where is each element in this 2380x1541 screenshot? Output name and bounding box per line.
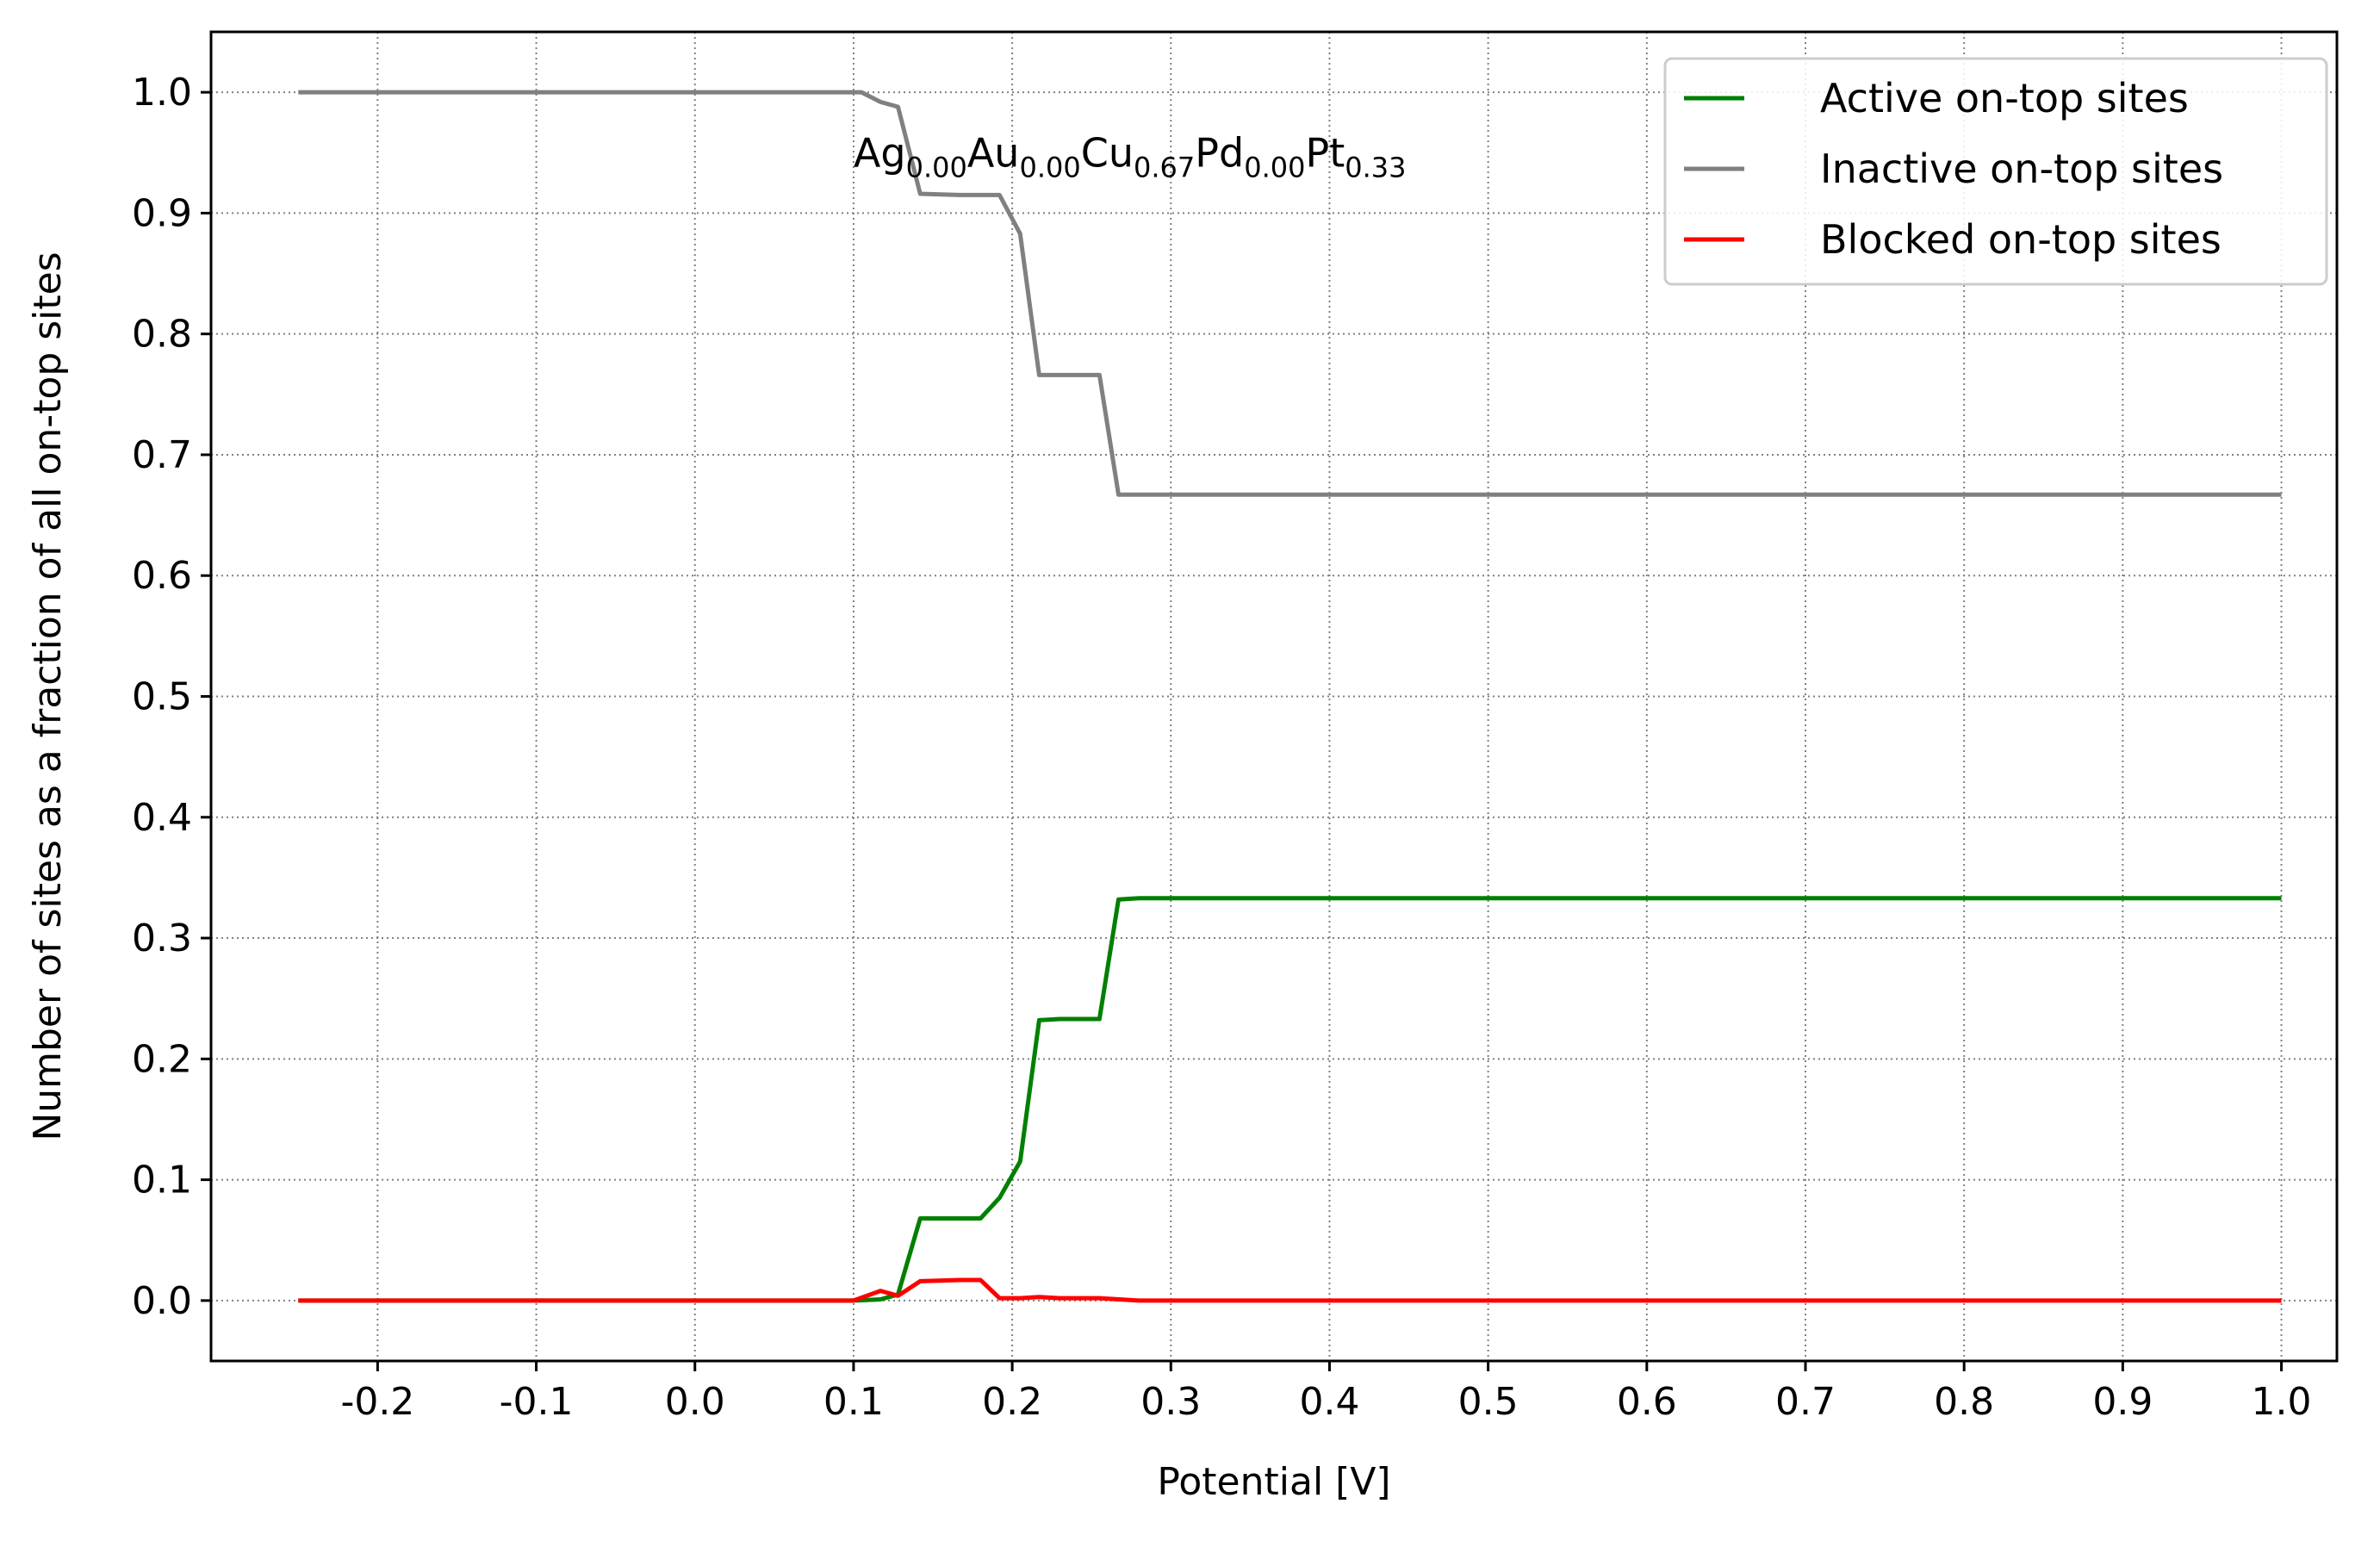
axis-ticks: -0.2 -0.1 0.0 0.1 0.2 0.3 0.4 0.5 0.6 0.7 0.8 0.9 1.…: [132, 71, 2312, 1424]
x-axis-label: Potential [V]: [1157, 1460, 1390, 1504]
x-tick-label: 0.6: [1617, 1380, 1677, 1424]
y-tick-label: 0.6: [132, 554, 192, 598]
annotation-subscript: 0.00: [906, 151, 967, 183]
y-tick-label: 0.8: [132, 313, 192, 357]
series-line-blocked-on-top-sites: [298, 1277, 2282, 1303]
x-tick-label: 0.9: [2092, 1380, 2153, 1424]
legend-box: [1663, 57, 2328, 286]
y-axis-label: Number of sites as a fraction of all on-…: [26, 252, 70, 1140]
y-tick-label: 0.9: [132, 191, 192, 235]
grid: [211, 32, 2337, 1361]
x-tick-label: 0.0: [665, 1380, 725, 1424]
annotation-subscript: 0.00: [1019, 151, 1080, 183]
legend: Active on-top sites Inactive on-top sites…: [1663, 57, 2328, 286]
legend-label: Active on-top sites: [1820, 75, 2189, 121]
series-lines: [298, 90, 2282, 1303]
annotation-subscript: 0.67: [1134, 151, 1195, 183]
x-tick-label: 0.2: [982, 1380, 1042, 1424]
y-tick-label: 0.4: [132, 796, 192, 840]
y-tick-label: 1.0: [132, 71, 192, 115]
x-tick-label: 0.7: [1775, 1380, 1836, 1424]
y-tick-label: 0.7: [132, 433, 192, 477]
y-tick-label: 0.1: [132, 1159, 192, 1202]
annotation-element: Au: [967, 129, 1020, 176]
x-tick-label: -0.1: [500, 1380, 574, 1424]
y-tick-label: 0.0: [132, 1279, 192, 1323]
y-tick-label: 0.2: [132, 1037, 192, 1081]
x-tick-label: 0.5: [1458, 1380, 1519, 1424]
y-tick-label: 0.3: [132, 917, 192, 960]
annotation-subscript: 0.33: [1345, 151, 1406, 183]
annotation-element: Cu: [1081, 129, 1134, 176]
series-line-inactive-on-top-sites: [298, 90, 2282, 497]
x-tick-label: 0.3: [1140, 1380, 1201, 1424]
legend-label: Blocked on-top sites: [1820, 216, 2222, 263]
legend-label: Inactive on-top sites: [1820, 146, 2223, 192]
x-tick-label: 0.4: [1299, 1380, 1359, 1424]
composition-annotation: Ag0.00​Au0.00​Cu0.67​Pd0.00​Pt0.33​: [854, 129, 1407, 183]
annotation-element: Pd: [1195, 129, 1244, 176]
x-tick-label: 0.8: [1934, 1380, 1994, 1424]
annotation-subscript: 0.00: [1244, 151, 1305, 183]
annotation-element: Pt: [1305, 129, 1345, 176]
x-tick-label: -0.2: [340, 1380, 414, 1424]
x-tick-label: 1.0: [2252, 1380, 2312, 1424]
y-tick-label: 0.5: [132, 675, 192, 719]
annotation-element: Ag: [854, 129, 906, 176]
series-line-active-on-top-sites: [298, 896, 2282, 1303]
x-tick-label: 0.1: [823, 1380, 884, 1424]
